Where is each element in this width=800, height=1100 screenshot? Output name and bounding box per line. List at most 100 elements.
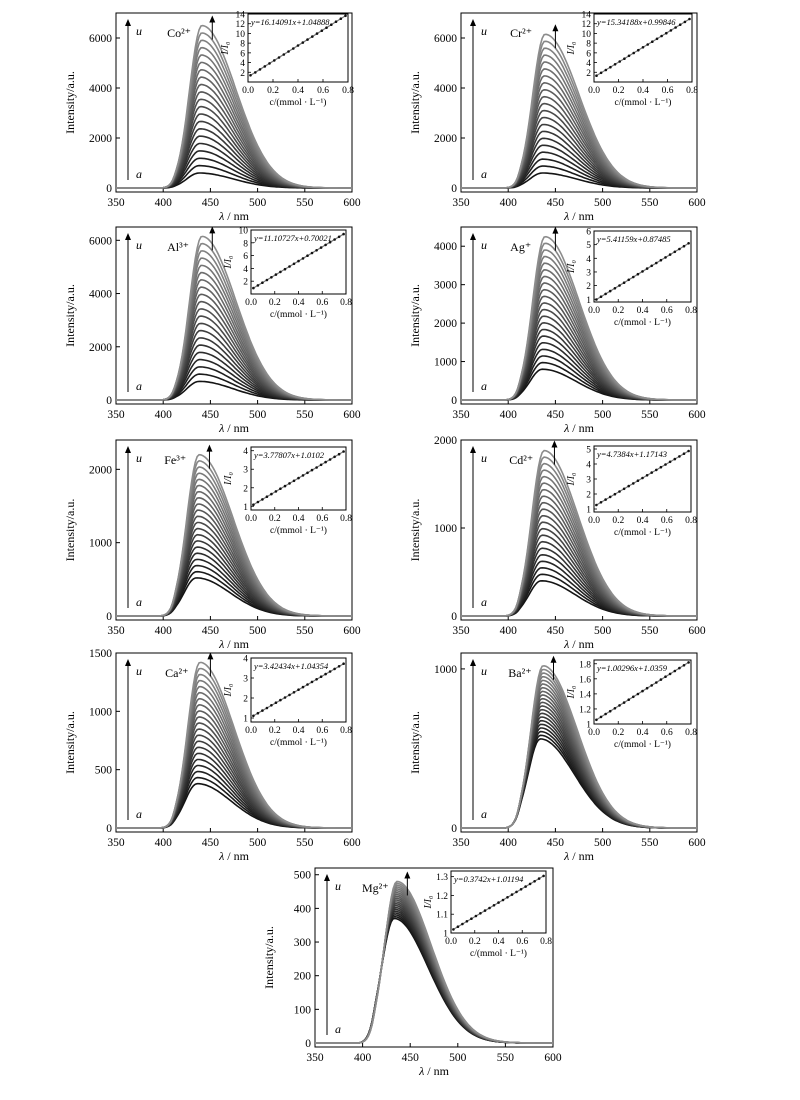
increase-arrow-head bbox=[552, 24, 559, 32]
inset-data-point bbox=[265, 278, 269, 282]
x-axis-label: λ / nm bbox=[218, 209, 250, 223]
increase-arrow-head bbox=[207, 652, 214, 660]
x-axis-label: λ / nm bbox=[218, 849, 250, 863]
inset-data-point bbox=[613, 492, 617, 496]
y-tick-label: 0 bbox=[305, 1038, 311, 1050]
inset-data-point bbox=[261, 281, 264, 285]
y-tick-label: 300 bbox=[294, 937, 312, 949]
inset-x-tick-label: 0.4 bbox=[637, 516, 649, 526]
inset-data-point bbox=[297, 476, 300, 480]
inset-data-point bbox=[637, 48, 640, 52]
inset-x-tick-label: 0.8 bbox=[540, 937, 552, 947]
inset-x-tick-label: 0.2 bbox=[269, 514, 281, 524]
curve-label-a: a bbox=[481, 807, 487, 821]
inset-data-point bbox=[599, 501, 603, 504]
inset-x-tick-label: 0.0 bbox=[245, 726, 257, 736]
inset-data-point bbox=[664, 675, 667, 678]
inset-data-point bbox=[515, 890, 518, 894]
inset-plot: 0.0 0.2 0.4 0.6 0.8 1 1.1 1.2 1.3 y=0.3742x+1.011… bbox=[423, 870, 552, 959]
inset-x-label: c/(mmol · L⁻¹) bbox=[270, 525, 327, 536]
inset-data-point bbox=[315, 678, 318, 681]
y-axis-label: Intensity/a.u. bbox=[408, 499, 422, 562]
inset-y-tick-label: 4 bbox=[243, 655, 248, 665]
inset-data-point bbox=[537, 877, 541, 880]
inset-data-point bbox=[263, 65, 267, 68]
inset-x-label: c/(mmol · L⁻¹) bbox=[614, 739, 671, 750]
y-tick-label: 2000 bbox=[434, 133, 457, 145]
inset-data-point bbox=[456, 925, 460, 928]
inset-data-point bbox=[268, 62, 271, 65]
inset-y-label: I/I₀ bbox=[566, 260, 577, 274]
x-tick-label: 500 bbox=[249, 197, 267, 209]
inset-y-tick-label: 1 bbox=[586, 506, 591, 516]
x-tick-label: 500 bbox=[249, 837, 267, 849]
y-axis-label: Intensity/a.u. bbox=[408, 711, 422, 774]
inset-data-point bbox=[659, 258, 663, 262]
y-tick-label: 4000 bbox=[89, 83, 112, 95]
y-tick-label: 3000 bbox=[434, 280, 457, 292]
increase-arrow-head bbox=[209, 226, 216, 234]
curve-label-a: a bbox=[136, 379, 142, 393]
curve-label-u: u bbox=[136, 664, 142, 678]
spectrum-curve bbox=[116, 120, 352, 189]
inset-y-label: I/I₀ bbox=[223, 472, 234, 486]
inset-data-point bbox=[655, 37, 659, 41]
x-tick-label: 550 bbox=[641, 197, 659, 209]
inset-x-tick-label: 0.8 bbox=[340, 726, 352, 736]
y-tick-label: 2000 bbox=[89, 342, 112, 354]
inset-data-point bbox=[608, 289, 612, 293]
inset-x-label: c/(mmol · L⁻¹) bbox=[614, 527, 671, 538]
trend-arrow-head bbox=[324, 874, 330, 881]
y-tick-label: 2000 bbox=[434, 318, 457, 330]
inset-y-tick-label: 3 bbox=[586, 268, 591, 278]
curve-label-u: u bbox=[481, 664, 487, 678]
spectrum-curve bbox=[461, 33, 697, 189]
inset-data-point bbox=[311, 35, 314, 38]
ion-label: Ca²⁺ bbox=[165, 666, 188, 680]
inset-data-point bbox=[270, 276, 273, 279]
inset-data-point bbox=[627, 484, 630, 488]
inset-x-tick-label: 0.4 bbox=[637, 728, 649, 738]
inset-y-tick-label: 6 bbox=[240, 49, 245, 59]
inset-data-point bbox=[632, 695, 635, 699]
x-tick-label: 600 bbox=[688, 837, 706, 849]
inset-y-tick-label: 14 bbox=[582, 11, 592, 21]
inset-data-point bbox=[306, 38, 309, 41]
inset-x-tick-label: 0.4 bbox=[493, 937, 505, 947]
inset-data-point bbox=[270, 492, 273, 496]
x-tick-label: 600 bbox=[343, 197, 361, 209]
inset-data-point bbox=[310, 251, 314, 255]
y-tick-label: 0 bbox=[106, 183, 112, 195]
inset-data-point bbox=[613, 287, 617, 290]
panel-4: 350 400 450 500 550 600 0 1000 2000 3000 4000 λ / n… bbox=[408, 226, 706, 435]
inset-data-point bbox=[678, 247, 681, 251]
inset-x-tick-label: 0.0 bbox=[245, 514, 257, 524]
y-tick-label: 2000 bbox=[89, 133, 112, 145]
inset-data-point bbox=[256, 711, 260, 715]
y-tick-label: 6000 bbox=[89, 33, 112, 45]
inset-y-tick-label: 4 bbox=[586, 461, 591, 471]
inset-data-point bbox=[324, 460, 327, 464]
trend-arrow-head bbox=[125, 446, 131, 453]
inset-y-tick-label: 1.4 bbox=[579, 690, 591, 700]
x-tick-label: 400 bbox=[354, 1052, 372, 1064]
increase-arrow-head bbox=[550, 655, 557, 663]
inset-y-tick-label: 4 bbox=[243, 447, 248, 457]
x-tick-label: 400 bbox=[155, 837, 173, 849]
spectrum-curve bbox=[116, 157, 352, 189]
inset-data-point bbox=[655, 261, 658, 265]
spectrum-curve bbox=[461, 664, 697, 829]
inset-data-point bbox=[258, 68, 262, 71]
y-tick-label: 1000 bbox=[434, 523, 457, 535]
spectrum-curve bbox=[461, 449, 697, 617]
y-tick-label: 0 bbox=[451, 183, 457, 195]
x-tick-label: 400 bbox=[500, 409, 518, 421]
x-axis-label: λ / nm bbox=[218, 421, 250, 435]
inset-x-tick-label: 0.2 bbox=[613, 86, 625, 96]
x-tick-label: 550 bbox=[296, 409, 314, 421]
inset-x-label: c/(mmol · L⁻¹) bbox=[615, 97, 672, 108]
inset-data-point bbox=[668, 253, 672, 256]
